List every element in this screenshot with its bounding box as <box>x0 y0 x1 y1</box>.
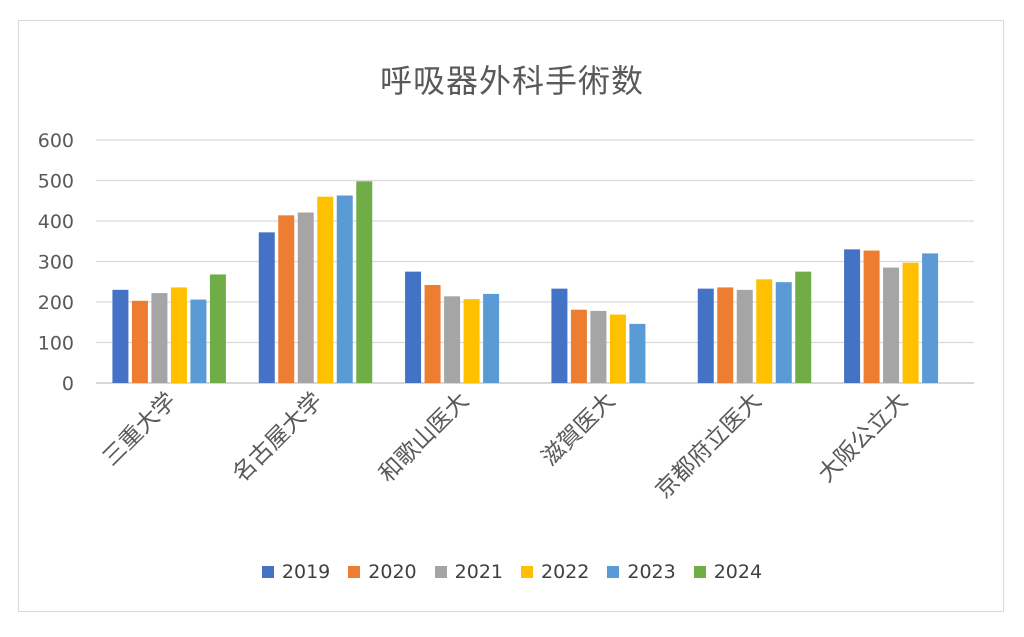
bar-2020-2 <box>424 284 441 383</box>
legend-item: 2022 <box>521 561 589 583</box>
bar-2023-4 <box>775 282 792 383</box>
bar-2022-2 <box>463 299 480 383</box>
bar-2019-1 <box>258 232 275 383</box>
bar-2023-5 <box>922 253 939 383</box>
legend-label: 2021 <box>454 561 503 583</box>
legend-item: 2021 <box>434 561 503 583</box>
x-tick-label: 滋賀医大 <box>537 388 620 471</box>
x-tick-label: 大阪公立大 <box>813 388 913 488</box>
x-tick-label: 和歌山医大 <box>374 388 474 488</box>
legend-swatch <box>434 566 447 578</box>
bar-2021-2 <box>444 296 461 383</box>
legend-swatch <box>261 566 274 578</box>
legend-item: 2023 <box>607 561 676 583</box>
bar-2021-3 <box>590 310 607 383</box>
bar-2021-0 <box>151 293 168 383</box>
bar-2020-0 <box>131 300 148 383</box>
bar-2023-0 <box>190 299 207 383</box>
bar-2022-4 <box>756 279 773 383</box>
bar-2024-1 <box>356 181 373 383</box>
y-tick-label: 300 <box>38 252 74 274</box>
y-tick-label: 400 <box>38 211 74 233</box>
bar-2022-0 <box>170 287 187 383</box>
legend-item: 2024 <box>693 561 763 583</box>
bar-2020-1 <box>278 215 295 383</box>
legend-label: 2019 <box>281 561 331 583</box>
legend-swatch <box>607 566 620 578</box>
legend-label: 2022 <box>541 561 590 583</box>
legend-label: 2020 <box>368 561 417 583</box>
bar-2019-0 <box>112 289 129 383</box>
bar-2022-3 <box>609 314 626 383</box>
y-tick-label: 600 <box>38 130 74 152</box>
y-tick-label: 500 <box>38 171 74 193</box>
bar-2021-1 <box>297 212 314 383</box>
legend-label: 2024 <box>713 561 763 583</box>
bar-2024-4 <box>795 271 812 383</box>
bar-2020-4 <box>717 287 734 383</box>
legend-swatch <box>693 566 706 578</box>
x-tick-label: 名古屋大学 <box>228 388 328 488</box>
bar-2023-1 <box>336 195 353 383</box>
legend-swatch <box>348 566 361 578</box>
bar-2021-4 <box>736 289 753 383</box>
legend-swatch <box>521 566 533 578</box>
bar-2024-0 <box>209 274 226 383</box>
bar-2022-5 <box>902 262 919 383</box>
bar-2020-3 <box>570 309 587 383</box>
bar-2020-5 <box>863 250 880 383</box>
bar-2019-4 <box>697 288 714 383</box>
bar-2019-2 <box>405 271 422 383</box>
chart-legend: 2019 2020 2021 2022 2023 2024 <box>0 561 1024 583</box>
chart-title: 呼吸器外科手術数 <box>379 62 644 100</box>
bar-2019-5 <box>844 249 861 383</box>
legend-label: 2023 <box>627 561 676 583</box>
bar-2021-5 <box>883 267 900 383</box>
legend-item: 2020 <box>348 561 417 583</box>
bar-2022-1 <box>317 196 334 383</box>
y-tick-label: 100 <box>38 333 74 355</box>
bar-2019-3 <box>551 288 568 383</box>
x-tick-label: 京都府立医大 <box>651 388 767 504</box>
y-tick-label: 0 <box>62 373 74 395</box>
y-tick-label: 200 <box>38 292 74 314</box>
legend-item: 2019 <box>261 561 331 583</box>
bar-2023-2 <box>483 293 500 383</box>
x-tick-label: 三重大学 <box>98 388 181 471</box>
bar-2023-3 <box>629 323 646 383</box>
